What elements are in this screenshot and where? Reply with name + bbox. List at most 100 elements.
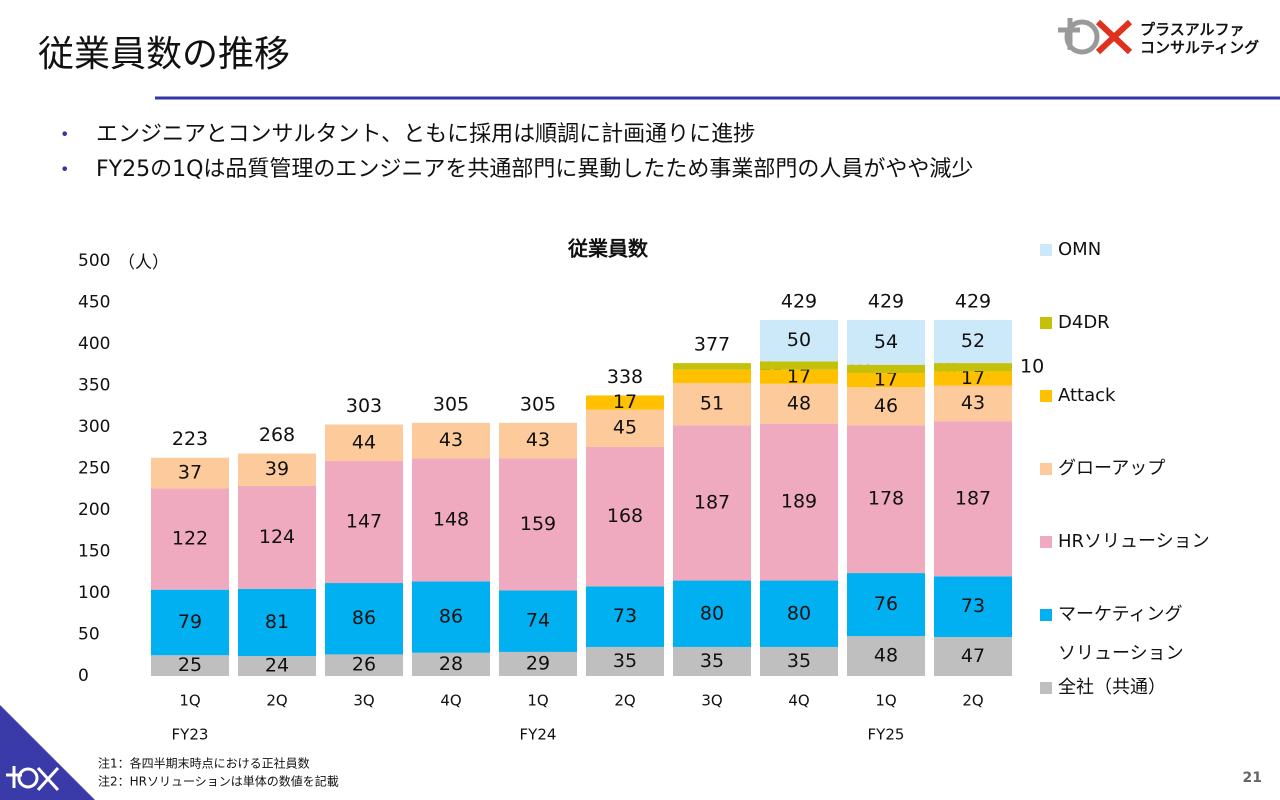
bar-segment — [934, 385, 1012, 422]
data-label: 39 — [265, 458, 289, 480]
bar-segment — [238, 485, 316, 589]
bar-segment — [325, 583, 403, 655]
legend-swatch — [1040, 463, 1052, 475]
group-label: FY24 — [520, 726, 557, 744]
bar-segment — [934, 319, 1012, 364]
x-tick-label: 1Q — [875, 692, 896, 710]
bar-segment — [151, 655, 229, 676]
legend-swatch — [1040, 536, 1052, 548]
data-label: 76 — [874, 593, 898, 615]
bar-segment — [847, 319, 925, 365]
bar-segment — [673, 369, 751, 384]
note: 注1：各四半期末時点における正社員数 — [98, 756, 310, 771]
legend-label: グローアップ — [1058, 458, 1165, 479]
logo-text: コンサルティング — [1140, 39, 1259, 57]
bar-segment — [847, 573, 925, 637]
y-tick-label: 200 — [78, 500, 110, 520]
bar-segment — [586, 409, 664, 447]
bar-segment — [673, 383, 751, 426]
bar-segment — [760, 369, 838, 384]
y-unit: （人） — [118, 253, 169, 273]
group-label: FY23 — [172, 726, 209, 744]
legend-label: マーケティングソリューション — [1058, 604, 1184, 664]
total-label: 377 — [694, 334, 730, 356]
data-label: 50 — [787, 329, 811, 351]
y-tick-label: 0 — [78, 666, 89, 686]
bar-segment — [412, 458, 490, 582]
bar-segment — [586, 395, 664, 410]
bar-segment — [673, 646, 751, 676]
legend-swatch — [1040, 390, 1052, 402]
bar-segment — [760, 319, 838, 362]
data-label: 86 — [352, 607, 376, 629]
y-tick-label: 400 — [78, 334, 110, 354]
bullet: FY25の1Qは品質管理のエンジニアを共通部門に異動したため事業部門の人員がやや… — [96, 157, 973, 182]
data-label: 35 — [787, 650, 811, 672]
bar-segment — [151, 589, 229, 656]
bar-segment — [847, 373, 925, 388]
legend-swatch — [1040, 609, 1052, 621]
bar-segment — [760, 423, 838, 581]
legend-swatch — [1040, 244, 1052, 256]
y-tick-label: 500 — [78, 251, 110, 271]
data-label: 35 — [613, 650, 637, 672]
bar-segment — [499, 651, 577, 676]
x-tick-label: 2Q — [266, 692, 287, 710]
data-label: 73 — [613, 605, 637, 627]
logo-text: プラスアルファ — [1140, 21, 1245, 39]
bar-segment — [325, 461, 403, 584]
data-label: 54 — [874, 331, 898, 353]
chart-title: 従業員数 — [567, 237, 649, 261]
slide-title: 従業員数の推移 — [38, 34, 290, 75]
bar-segment — [934, 363, 1012, 372]
bar-segment — [238, 588, 316, 657]
legend-swatch — [1040, 317, 1052, 329]
data-label: 43 — [961, 392, 985, 414]
group-label: FY25 — [868, 726, 905, 744]
total-label: 305 — [433, 393, 469, 415]
data-label: 52 — [961, 330, 985, 352]
x-tick-label: 1Q — [179, 692, 200, 710]
total-label: 338 — [607, 366, 643, 388]
bar-segment — [760, 646, 838, 676]
data-label: 168 — [607, 505, 643, 527]
total-label: 429 — [868, 290, 904, 312]
data-label: 25 — [178, 654, 202, 676]
legend-label: D4DR — [1058, 312, 1110, 333]
data-label: 17 — [787, 365, 811, 387]
bar-segment — [586, 646, 664, 676]
data-label: 159 — [520, 513, 556, 535]
bar-segment — [760, 361, 838, 370]
data-label: 73 — [961, 595, 985, 617]
data-label: 187 — [955, 487, 991, 509]
y-tick-label: 250 — [78, 459, 110, 479]
data-label: 122 — [172, 528, 208, 550]
data-label: 51 — [700, 393, 724, 415]
total-label: 223 — [172, 428, 208, 450]
data-label: 178 — [868, 488, 904, 510]
x-tick-label: 3Q — [701, 692, 722, 710]
bar-segment — [238, 656, 316, 676]
bar-segment — [586, 586, 664, 647]
bar-segment — [934, 371, 1012, 386]
data-label: 44 — [352, 431, 376, 453]
data-label: 74 — [526, 610, 550, 632]
bar-segment — [151, 457, 229, 489]
data-label: 189 — [781, 491, 817, 513]
data-label: 45 — [613, 417, 637, 439]
x-tick-label: 4Q — [788, 692, 809, 710]
total-label: 429 — [781, 290, 817, 312]
legend-label: OMN — [1058, 239, 1101, 260]
bar-segment — [673, 363, 751, 370]
x-tick-label: 2Q — [962, 692, 983, 710]
data-label: 86 — [439, 606, 463, 628]
x-tick-label: 1Q — [527, 692, 548, 710]
data-label: 48 — [874, 645, 898, 667]
data-label: 17 — [613, 391, 637, 413]
legend: OMN D4DR Attack グローアップ HRソリューションマーケティングソリューシ… — [1040, 239, 1210, 698]
logo: プラスアルファ コンサルティング — [1058, 18, 1259, 57]
data-label: 17 — [874, 369, 898, 391]
bar-segment — [934, 636, 1012, 676]
data-label: 10 — [1020, 356, 1044, 378]
total-label: 303 — [346, 395, 382, 417]
